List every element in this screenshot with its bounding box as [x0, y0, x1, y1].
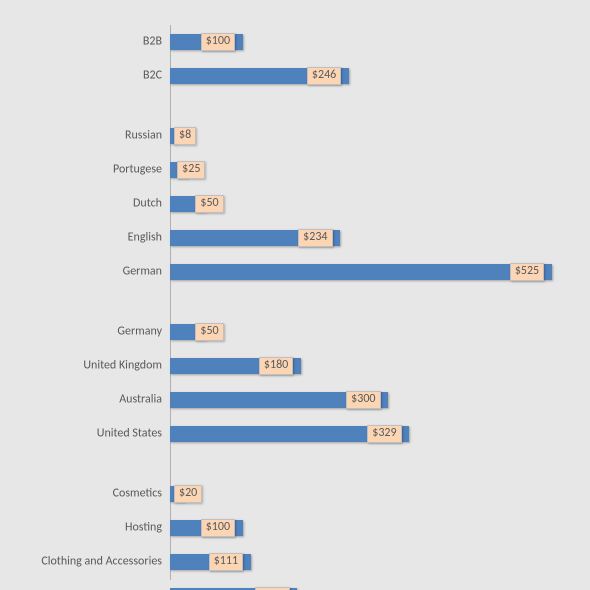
bar-row: Germany $50 — [0, 324, 580, 340]
bar-row: English $234 — [0, 230, 580, 246]
category-label: Russian — [0, 129, 162, 142]
category-label: Clothing and Accessories — [0, 555, 162, 568]
category-label: United States — [0, 427, 162, 440]
category-label: Portugese — [0, 163, 162, 176]
bar-row: United Kingdom $180 — [0, 358, 580, 374]
category-label: German — [0, 265, 162, 278]
bar-row: Clothing and Accessories $111 — [0, 554, 580, 570]
value-label: $329 — [367, 425, 401, 443]
category-label: Australia — [0, 393, 162, 406]
bar-row: Hosting $100 — [0, 520, 580, 536]
category-label: Cosmetics — [0, 487, 162, 500]
bar-row: Cosmetics $20 — [0, 486, 580, 502]
value-label: $100 — [201, 519, 235, 537]
value-label: $525 — [510, 263, 544, 281]
bar-row: Russian $8 — [0, 128, 580, 144]
bar-row: B2C $246 — [0, 68, 580, 84]
category-label: B2C — [0, 69, 162, 82]
value-label: $20 — [174, 485, 202, 503]
bar-chart: B2B $100 B2C $246 Russian $8 Portugese $25 Dutch… — [0, 0, 590, 590]
category-label: B2B — [0, 35, 162, 48]
value-label: $50 — [195, 323, 223, 341]
value-label: $8 — [174, 127, 196, 145]
bar-row: Australia $300 — [0, 392, 580, 408]
bar-row: Dutch $50 — [0, 196, 580, 212]
bar-row: B2B $100 — [0, 34, 580, 50]
value-label: $180 — [259, 357, 293, 375]
category-label: English — [0, 231, 162, 244]
bar — [170, 264, 552, 280]
value-label: $111 — [209, 553, 243, 571]
category-label: Dutch — [0, 197, 162, 210]
value-label: $300 — [346, 391, 380, 409]
bar-row: German $525 — [0, 264, 580, 280]
category-label: United Kingdom — [0, 359, 162, 372]
value-label: $25 — [177, 161, 205, 179]
category-label: Germany — [0, 325, 162, 338]
value-label: $246 — [307, 67, 341, 85]
value-label: $50 — [195, 195, 223, 213]
value-label: $100 — [201, 33, 235, 51]
bar-row: Portugese $25 — [0, 162, 580, 178]
value-label: $234 — [298, 229, 332, 247]
bar-row: United States $329 — [0, 426, 580, 442]
category-label: Hosting — [0, 521, 162, 534]
